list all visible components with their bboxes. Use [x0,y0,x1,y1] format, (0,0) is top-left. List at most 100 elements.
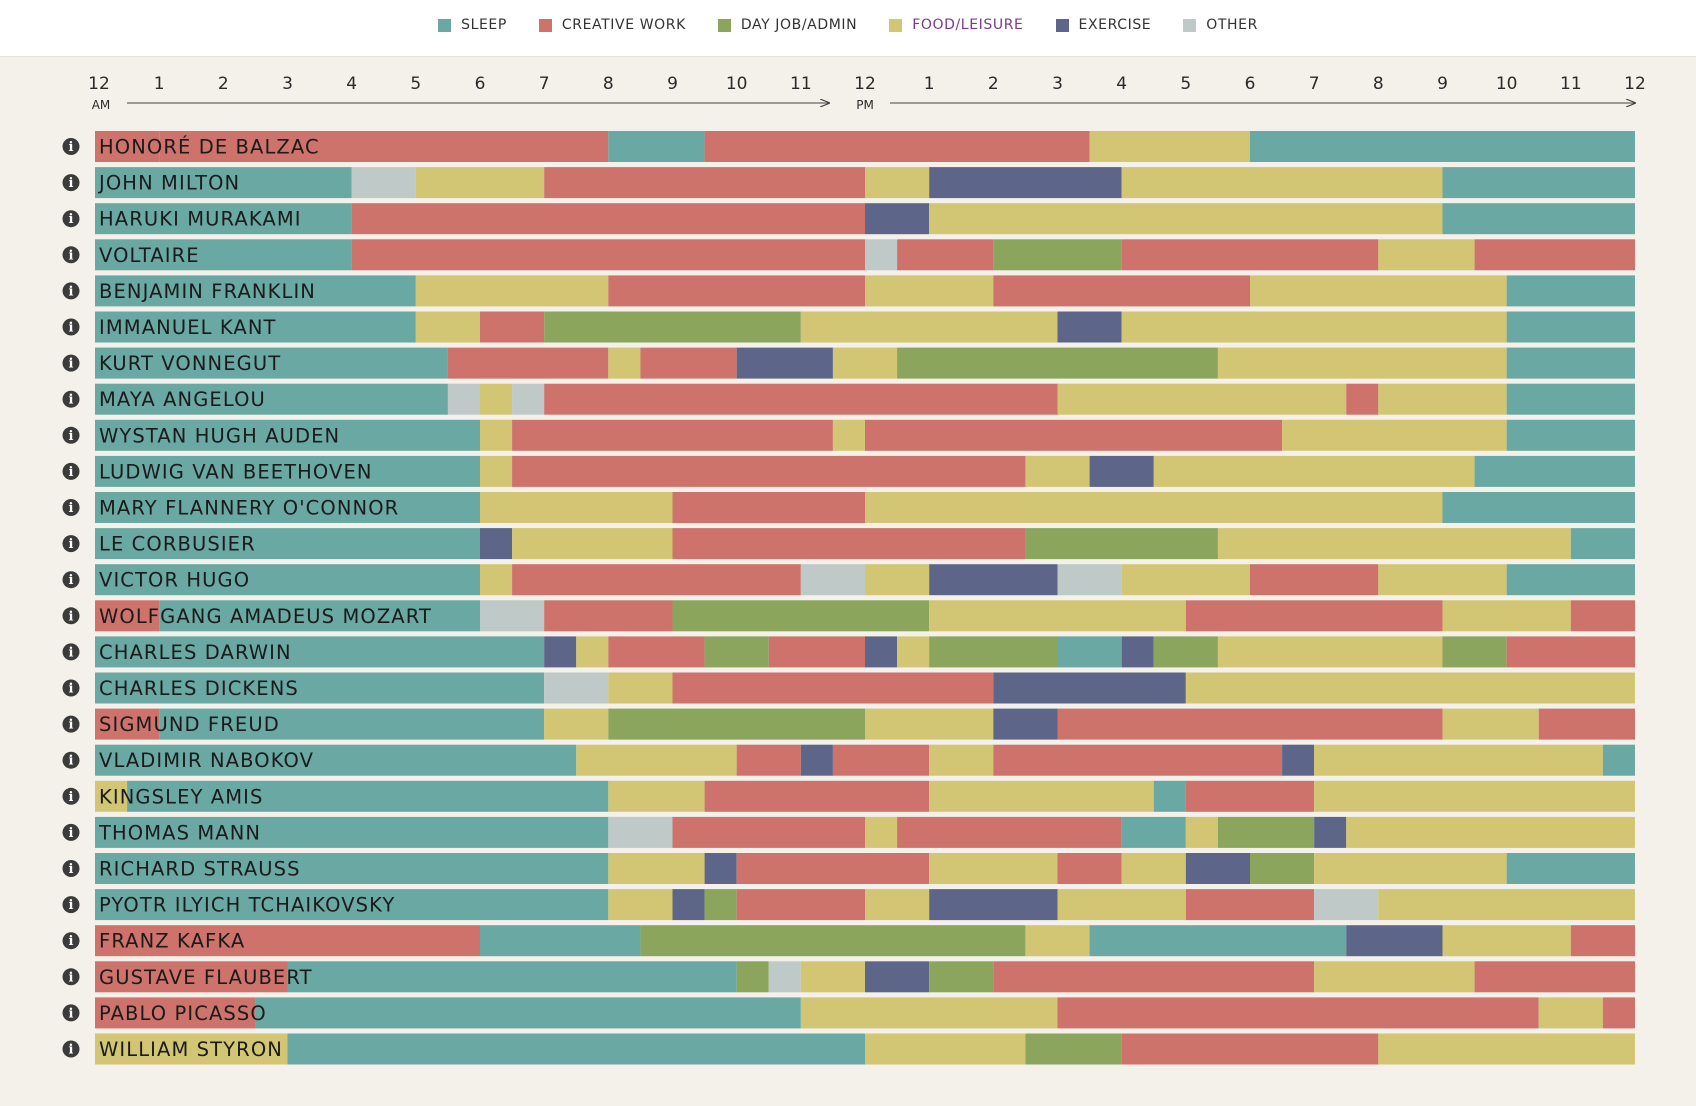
segment-dayjob [1025,1033,1122,1065]
person-name: FRANZ KAFKA [99,930,245,953]
segment-food [95,780,128,812]
segment-creative [1057,997,1539,1029]
segment-sleep [1506,419,1635,451]
routine-row: i IMMANUEL KANT [62,311,1635,343]
info-icon[interactable]: i [62,354,80,372]
segment-food [1057,383,1347,415]
info-icon[interactable]: i [62,246,80,264]
segment-sleep [159,708,545,740]
segment-food [865,1033,1026,1065]
info-icon[interactable]: i [62,715,80,733]
info-icon[interactable]: i [62,823,80,841]
segment-food [865,816,898,848]
legend-item-exercise[interactable]: EXERCISE [1055,17,1152,33]
routine-row: i JOHN MILTON [62,167,1635,199]
person-name: VICTOR HUGO [99,569,250,592]
segment-food [1057,889,1186,921]
segment-dayjob [544,311,801,343]
info-icon[interactable]: i [62,968,80,986]
segment-sleep [127,780,609,812]
info-icon[interactable]: i [62,679,80,697]
segment-creative [672,492,865,523]
info-icon[interactable]: i [62,787,80,805]
segment-sleep [95,455,480,487]
segment-food [1442,925,1571,957]
routine-row: i WOLFGANG AMADEUS MOZART [62,600,1635,632]
person-name: HARUKI MURAKAMI [99,208,302,231]
person-name: GUSTAVE FLAUBERT [99,966,313,989]
segment-creative [1185,780,1315,812]
segment-food [865,708,994,740]
segment-exercise [1314,816,1347,848]
info-icon[interactable]: i [62,426,80,444]
info-icon[interactable]: i [62,571,80,589]
segment-sleep [95,853,609,884]
segment-food [608,889,673,921]
info-icon[interactable]: i [62,462,80,480]
legend-item-dayjob[interactable]: DAY JOB/ADMIN [717,17,857,33]
segment-other [480,600,545,632]
x-tick-label: 5 [410,74,421,94]
svg-text:i: i [69,1043,74,1058]
routine-row: i BENJAMIN FRANKLIN [62,275,1635,307]
info-icon[interactable]: i [62,535,80,553]
info-icon[interactable]: i [62,643,80,661]
segment-dayjob [640,925,1026,957]
segment-creative [544,383,1058,415]
info-icon[interactable]: i [62,499,80,516]
segment-exercise [1121,636,1154,668]
segment-dayjob [897,347,1218,379]
segment-creative [95,600,160,632]
segment-dayjob [929,961,994,993]
segment-sleep [95,275,416,307]
legend-swatch [889,18,903,32]
segment-creative [1474,239,1635,271]
legend-swatch [538,18,552,32]
person-name: SIGMUND FREUD [99,713,280,736]
info-icon[interactable]: i [62,896,80,914]
svg-text:i: i [69,682,74,697]
legend-bar: SLEEP CREATIVE WORK DAY JOB/ADMIN FOOD/LEIS… [0,0,1696,57]
legend-item-food[interactable]: FOOD/LEISURE [889,17,1023,33]
segment-food [1121,311,1507,343]
info-icon[interactable]: i [62,138,80,155]
segment-sleep [1250,131,1635,162]
svg-text:i: i [69,826,74,841]
legend-item-sleep[interactable]: SLEEP [438,17,507,33]
x-tick-label: 5 [1180,74,1191,94]
info-icon[interactable]: i [62,210,80,228]
segment-exercise [865,961,930,993]
segment-food [1314,780,1635,812]
segment-food [480,455,513,487]
segment-dayjob [1250,853,1315,884]
segment-creative [1121,239,1379,271]
svg-text:i: i [69,140,74,155]
info-icon[interactable]: i [62,607,80,625]
segment-food [800,311,1058,343]
person-name: LUDWIG VAN BEETHOVEN [99,460,373,483]
x-tick-label: 12 [88,74,110,94]
info-icon[interactable]: i [62,860,80,877]
info-icon[interactable]: i [62,751,80,769]
info-icon[interactable]: i [62,318,80,336]
info-icon[interactable]: i [62,174,80,192]
segment-creative [447,347,609,379]
segment-dayjob [704,889,737,921]
legend-item-other[interactable]: OTHER [1183,17,1258,33]
segment-food [480,383,513,415]
info-icon[interactable]: i [62,1040,80,1058]
info-icon[interactable]: i [62,282,80,300]
info-icon[interactable]: i [62,390,80,408]
x-tick-label: 3 [1052,74,1063,94]
info-icon[interactable]: i [62,932,80,950]
segment-sleep [287,1033,865,1065]
segment-food [1185,816,1218,848]
segment-creative [897,239,994,271]
legend-item-creative[interactable]: CREATIVE WORK [538,17,686,33]
segment-creative [865,419,1283,451]
segment-food [929,853,1058,884]
segment-sleep [95,528,480,560]
info-icon[interactable]: i [62,1004,80,1022]
svg-text:i: i [69,645,74,660]
